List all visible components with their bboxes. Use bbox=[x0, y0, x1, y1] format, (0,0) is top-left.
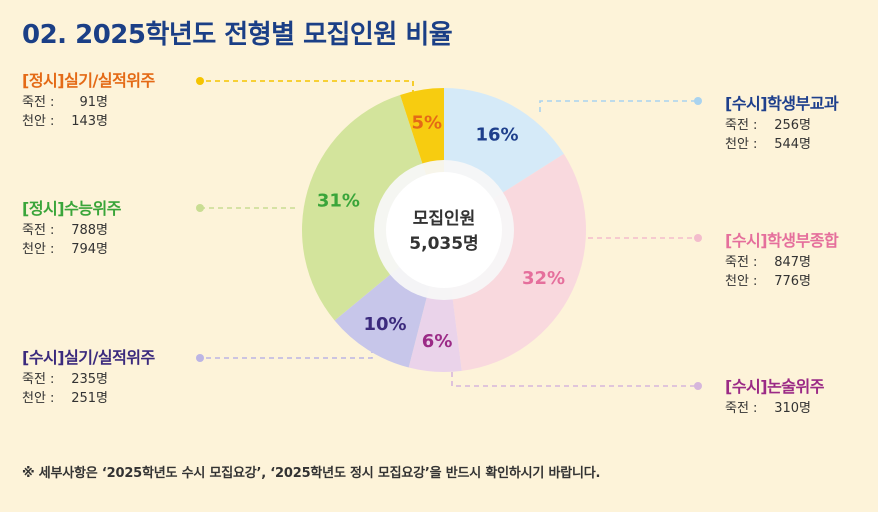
data-label: 10% bbox=[364, 314, 407, 335]
campus-label: 천안 : bbox=[22, 242, 55, 257]
leader-line bbox=[451, 372, 698, 387]
count-value: 776명 bbox=[774, 274, 811, 289]
footnote: ※ 세부사항은 ‘2025학년도 수시 모집요강’, ‘2025학년도 정시 모… bbox=[22, 466, 601, 481]
chart-slice bbox=[408, 230, 462, 372]
count-value: 143명 bbox=[71, 114, 108, 129]
legend-title: [수시]논술위주 bbox=[725, 377, 824, 396]
center-disc bbox=[386, 172, 502, 288]
leader-line bbox=[539, 100, 698, 112]
legend-susi-gyogwa: [수시]학생부교과 죽전 : 256명 천안 : 544명 bbox=[725, 93, 839, 154]
campus-label: 천안 : bbox=[725, 274, 758, 289]
campus-label: 천안 : bbox=[22, 391, 55, 406]
data-label: 31% bbox=[317, 190, 360, 211]
legend-susi-nonsul: [수시]논술위주 죽전 : 310명 bbox=[725, 376, 824, 418]
leader-lines bbox=[196, 77, 702, 390]
legend-title: [수시]실기/실적위주 bbox=[22, 348, 155, 367]
leader-line bbox=[200, 80, 414, 95]
chart-slice bbox=[302, 94, 444, 321]
count-value: 256명 bbox=[774, 118, 811, 133]
data-label: 16% bbox=[475, 125, 518, 146]
data-label: 32% bbox=[522, 268, 565, 289]
campus-label: 죽전 : bbox=[725, 118, 758, 133]
count-value: 91명 bbox=[79, 95, 108, 110]
leader-dot bbox=[196, 77, 204, 85]
legend-title: [정시]실기/실적위주 bbox=[22, 71, 155, 90]
legend-title: [수시]학생부종합 bbox=[725, 231, 839, 250]
leader-dot bbox=[694, 97, 702, 105]
legend-jeongsi-suneung: [정시]수능위주 죽전 : 788명 천안 : 794명 bbox=[22, 198, 121, 259]
count-value: 788명 bbox=[71, 223, 108, 238]
legend-susi-jonghap: [수시]학생부종합 죽전 : 847명 천안 : 776명 bbox=[725, 230, 839, 291]
count-value: 251명 bbox=[71, 391, 108, 406]
data-label: 5% bbox=[412, 112, 443, 133]
center-total: 5,035명 bbox=[409, 234, 478, 254]
leader-line bbox=[200, 348, 373, 359]
campus-label: 죽전 : bbox=[22, 95, 55, 110]
legend-susi-silgi: [수시]실기/실적위주 죽전 : 235명 천안 : 251명 bbox=[22, 347, 155, 408]
leader-dot bbox=[196, 204, 204, 212]
campus-label: 죽전 : bbox=[725, 255, 758, 270]
count-value: 310명 bbox=[774, 401, 811, 416]
campus-label: 천안 : bbox=[725, 137, 758, 152]
percent-labels: 16% 32% 6% 10% 31% 5% bbox=[317, 112, 565, 351]
page-title: 02. 2025학년도 전형별 모집인원 비율 bbox=[22, 20, 453, 50]
count-value: 847명 bbox=[774, 255, 811, 270]
leader-dot bbox=[694, 382, 702, 390]
data-label: 6% bbox=[422, 331, 453, 352]
count-value: 544명 bbox=[774, 137, 811, 152]
campus-label: 죽전 : bbox=[22, 223, 55, 238]
campus-label: 천안 : bbox=[22, 114, 55, 129]
leader-dot bbox=[196, 354, 204, 362]
campus-label: 죽전 : bbox=[725, 401, 758, 416]
count-value: 794명 bbox=[71, 242, 108, 257]
legend-title: [정시]수능위주 bbox=[22, 199, 121, 218]
center-label: 모집인원 bbox=[413, 209, 476, 229]
campus-label: 죽전 : bbox=[22, 372, 55, 387]
legend-jeongsi-silgi: [정시]실기/실적위주 죽전 : 91명 천안 : 143명 bbox=[22, 70, 155, 131]
count-value: 235명 bbox=[71, 372, 108, 387]
legend-title: [수시]학생부교과 bbox=[725, 94, 839, 113]
leader-dot bbox=[694, 234, 702, 242]
